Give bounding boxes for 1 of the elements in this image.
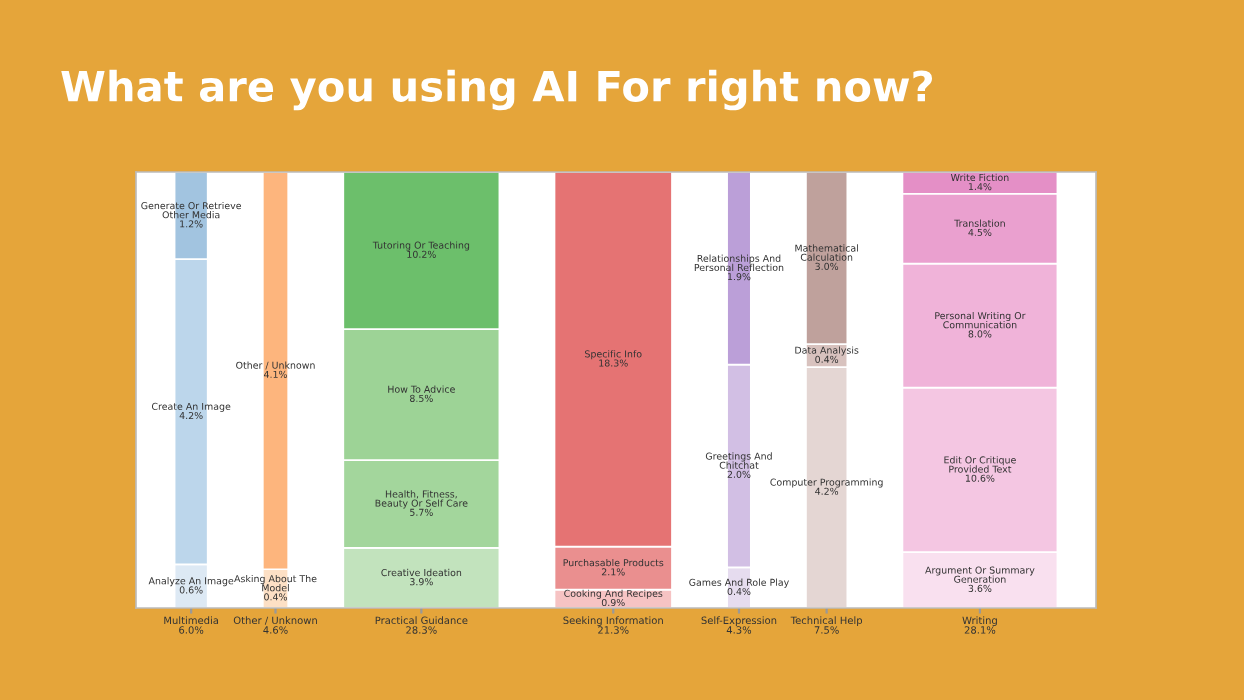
text: What are you using AI For right now?	[61, 69, 933, 111]
